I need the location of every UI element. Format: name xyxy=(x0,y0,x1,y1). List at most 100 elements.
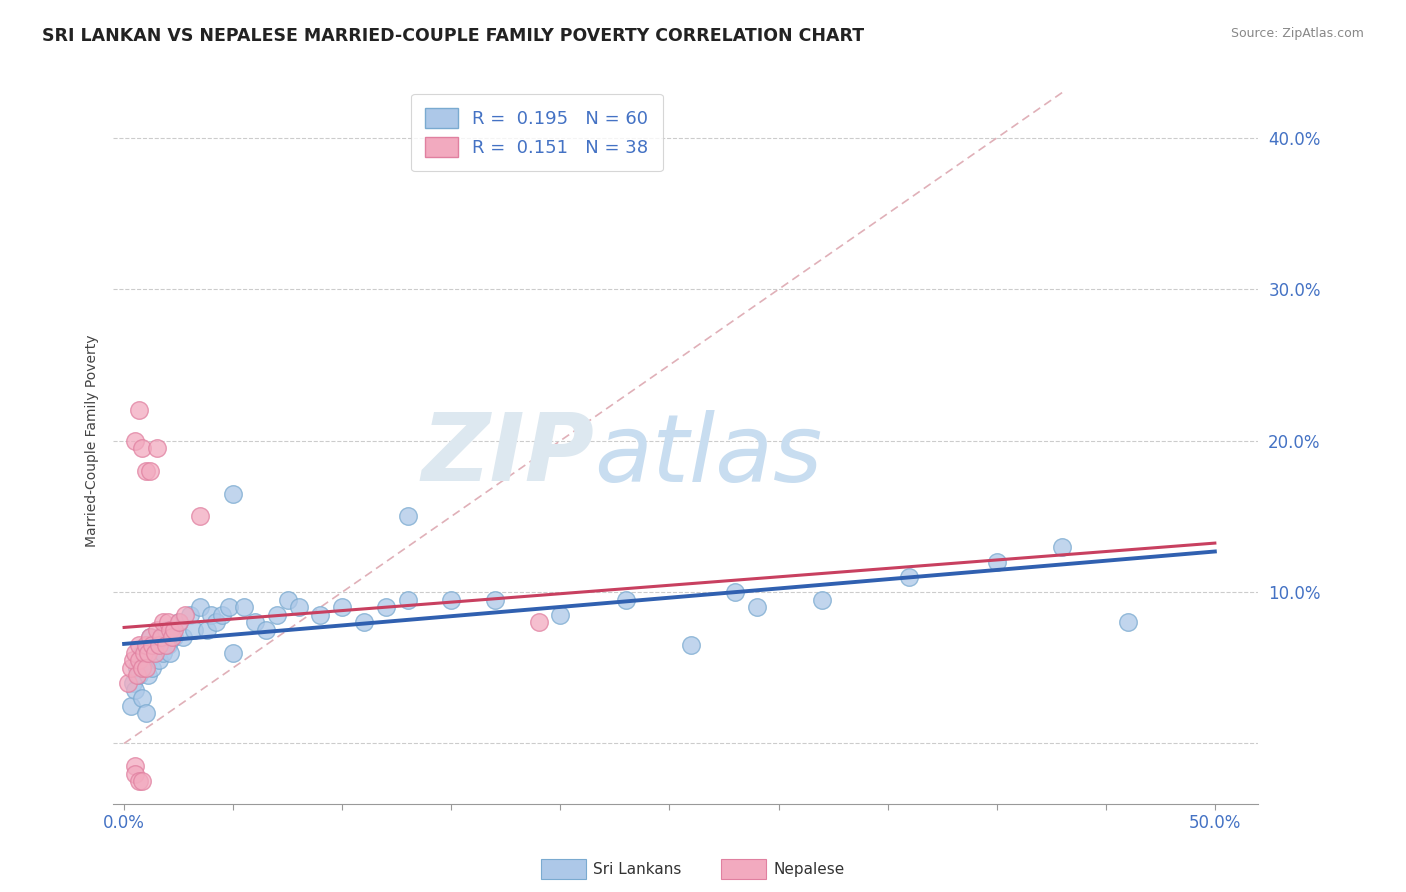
Point xyxy=(128,403,150,417)
Point xyxy=(898,570,921,584)
Point xyxy=(160,631,183,645)
Point xyxy=(128,774,150,789)
Point xyxy=(131,661,153,675)
Point xyxy=(163,631,186,645)
Point xyxy=(986,555,1008,569)
Point xyxy=(124,759,146,773)
Point xyxy=(117,676,139,690)
Point xyxy=(233,600,256,615)
Point xyxy=(132,653,155,667)
Point xyxy=(131,691,153,706)
Text: SRI LANKAN VS NEPALESE MARRIED-COUPLE FAMILY POVERTY CORRELATION CHART: SRI LANKAN VS NEPALESE MARRIED-COUPLE FA… xyxy=(42,27,865,45)
Point xyxy=(190,509,212,524)
Point xyxy=(156,638,179,652)
Point xyxy=(309,607,332,622)
Point xyxy=(131,442,153,456)
Point xyxy=(131,774,153,789)
Point xyxy=(148,653,170,667)
Text: atlas: atlas xyxy=(595,409,823,500)
Point xyxy=(167,615,190,630)
Point xyxy=(143,646,166,660)
Point xyxy=(135,638,157,652)
Point xyxy=(724,585,747,599)
Point xyxy=(124,646,146,660)
Point xyxy=(135,638,157,652)
Point xyxy=(124,434,146,448)
Point xyxy=(135,464,157,478)
Point xyxy=(120,698,142,713)
Point xyxy=(146,442,169,456)
Point xyxy=(128,653,150,667)
Point xyxy=(204,615,226,630)
Point xyxy=(120,661,142,675)
Point xyxy=(146,623,169,637)
Point xyxy=(179,607,201,622)
Point xyxy=(374,600,396,615)
Point xyxy=(150,631,173,645)
Point xyxy=(266,607,288,622)
Point xyxy=(155,638,177,652)
Point xyxy=(527,615,550,630)
Point xyxy=(141,638,163,652)
Point xyxy=(159,623,181,637)
Point xyxy=(124,683,146,698)
Y-axis label: Married-Couple Family Poverty: Married-Couple Family Poverty xyxy=(86,334,100,547)
Point xyxy=(146,638,169,652)
Point xyxy=(127,668,149,682)
Text: Source: ZipAtlas.com: Source: ZipAtlas.com xyxy=(1230,27,1364,40)
Point xyxy=(484,592,506,607)
Point xyxy=(139,464,162,478)
Text: Sri Lankans: Sri Lankans xyxy=(593,863,682,877)
Point xyxy=(614,592,637,607)
Point xyxy=(200,607,222,622)
Point xyxy=(195,623,218,637)
Point xyxy=(131,646,153,660)
Point xyxy=(277,592,299,607)
Point xyxy=(1050,540,1073,554)
Point xyxy=(132,646,155,660)
Point xyxy=(396,592,419,607)
Point xyxy=(128,668,150,682)
Point xyxy=(139,631,162,645)
Legend: R =  0.195   N = 60, R =  0.151   N = 38: R = 0.195 N = 60, R = 0.151 N = 38 xyxy=(411,94,662,171)
Point xyxy=(183,623,205,637)
Point xyxy=(135,706,157,721)
Text: Nepalese: Nepalese xyxy=(773,863,845,877)
Point xyxy=(128,638,150,652)
Point xyxy=(136,646,159,660)
Point xyxy=(243,615,266,630)
Point xyxy=(1116,615,1139,630)
Point xyxy=(150,631,173,645)
Point xyxy=(163,623,186,637)
Point xyxy=(190,600,212,615)
Point xyxy=(156,615,179,630)
Point xyxy=(222,486,245,500)
Point xyxy=(745,600,768,615)
Point xyxy=(136,668,159,682)
Point xyxy=(550,607,572,622)
Point xyxy=(172,631,194,645)
Point xyxy=(222,646,245,660)
Point xyxy=(174,607,197,622)
Point xyxy=(148,638,170,652)
Point xyxy=(218,600,240,615)
Point xyxy=(152,646,174,660)
Point xyxy=(121,653,143,667)
Point xyxy=(287,600,309,615)
Point xyxy=(139,631,162,645)
Point xyxy=(396,509,419,524)
Point xyxy=(159,646,181,660)
Point xyxy=(811,592,834,607)
Point xyxy=(136,653,159,667)
Point xyxy=(330,600,353,615)
Point xyxy=(254,623,277,637)
Point xyxy=(440,592,463,607)
Point xyxy=(152,615,174,630)
Point xyxy=(160,623,183,637)
Point xyxy=(681,638,703,652)
Point xyxy=(121,676,143,690)
Point xyxy=(155,623,177,637)
Point xyxy=(167,615,190,630)
Text: ZIP: ZIP xyxy=(422,409,595,501)
Point xyxy=(141,661,163,675)
